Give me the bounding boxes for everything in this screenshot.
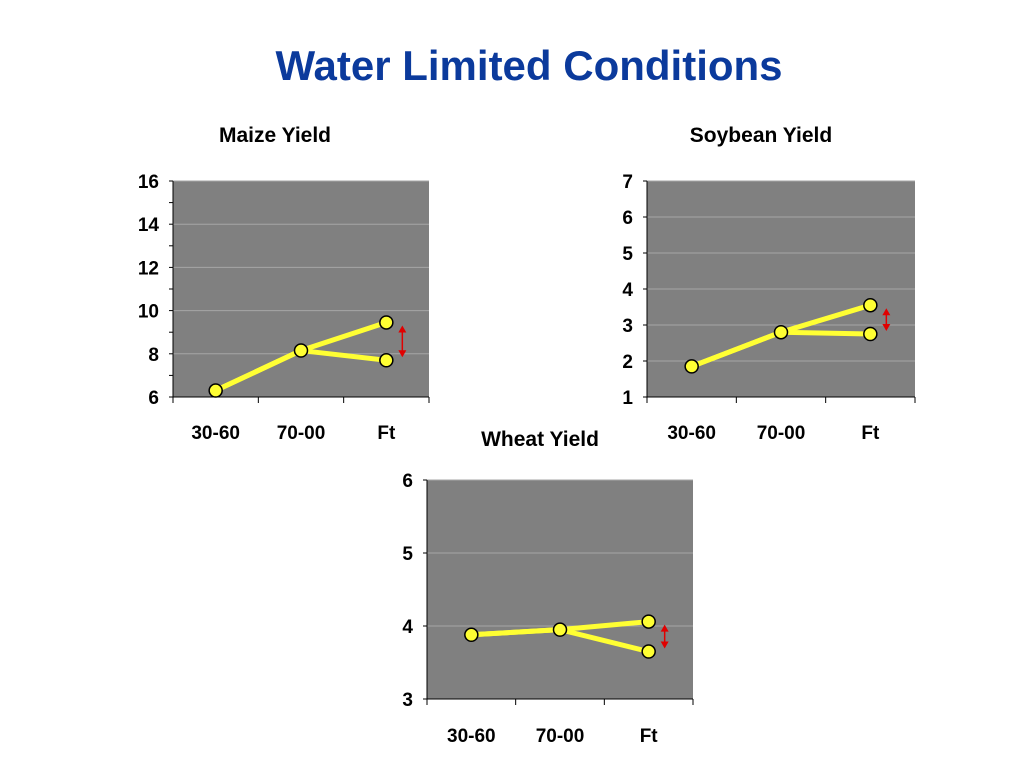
wheat-data-point	[464, 627, 479, 643]
wheat-data-point	[641, 614, 656, 629]
maize-arrow-head-down	[398, 350, 407, 358]
wheat-x-tick-label: Ft	[640, 726, 659, 747]
soybean-data-point	[684, 359, 699, 374]
maize-y-tick-label: 16	[138, 172, 159, 193]
soybean-data-point	[863, 297, 878, 313]
wheat-arrow-head-down	[660, 641, 669, 649]
wheat-x-tick-label: 30-60	[447, 726, 496, 747]
soybean-x-tick-label: Ft	[861, 423, 880, 444]
maize-data-point	[379, 315, 394, 330]
maize-x-tick-label: 30-60	[191, 423, 240, 444]
soybean-data-point	[773, 324, 789, 340]
wheat-y-tick-label: 4	[402, 617, 413, 638]
wheat-y-tick-label: 3	[402, 690, 413, 711]
wheat-x-tick-label: 70-00	[536, 726, 585, 747]
page-title: Water Limited Conditions	[275, 42, 783, 89]
maize-x-tick-label: Ft	[377, 423, 396, 444]
maize-data-point	[208, 383, 223, 398]
maize-arrow-head-up	[398, 325, 407, 333]
maize-data-point	[293, 343, 309, 358]
soybean-x-tick-label: 70-00	[757, 423, 806, 444]
soybean-y-tick-label: 7	[622, 172, 633, 193]
wheat-data-point	[641, 644, 656, 659]
soybean-arrow-head-up	[882, 308, 891, 316]
soybean-y-tick-label: 1	[622, 388, 633, 409]
maize-y-tick-label: 8	[148, 345, 159, 366]
wheat-data-point	[552, 622, 568, 637]
soybean-chart-title: Soybean Yield	[689, 124, 833, 147]
wheat-arrow-head-up	[660, 624, 669, 632]
soybean-y-tick-label: 5	[622, 244, 633, 265]
maize-data-point	[379, 353, 394, 368]
soybean-arrow-head-down	[882, 324, 891, 331]
soybean-data-point	[863, 326, 878, 342]
maize-y-tick-label: 10	[138, 302, 159, 323]
wheat-plot-area	[427, 480, 693, 699]
soybean-y-tick-label: 2	[622, 352, 633, 373]
soybean-y-tick-label: 6	[622, 208, 633, 229]
soybean-x-tick-label: 30-60	[667, 423, 716, 444]
maize-y-tick-label: 6	[148, 388, 159, 409]
wheat-chart-title: Wheat Yield	[481, 428, 599, 451]
soybean-y-tick-label: 4	[622, 280, 633, 301]
maize-y-tick-label: 14	[138, 215, 160, 236]
wheat-y-tick-label: 5	[402, 544, 413, 565]
soybean-y-tick-label: 3	[622, 316, 633, 337]
maize-y-tick-label: 12	[138, 258, 159, 279]
maize-x-tick-label: 70-00	[277, 423, 326, 444]
wheat-y-tick-label: 6	[402, 471, 413, 492]
maize-chart-title: Maize Yield	[218, 124, 332, 147]
